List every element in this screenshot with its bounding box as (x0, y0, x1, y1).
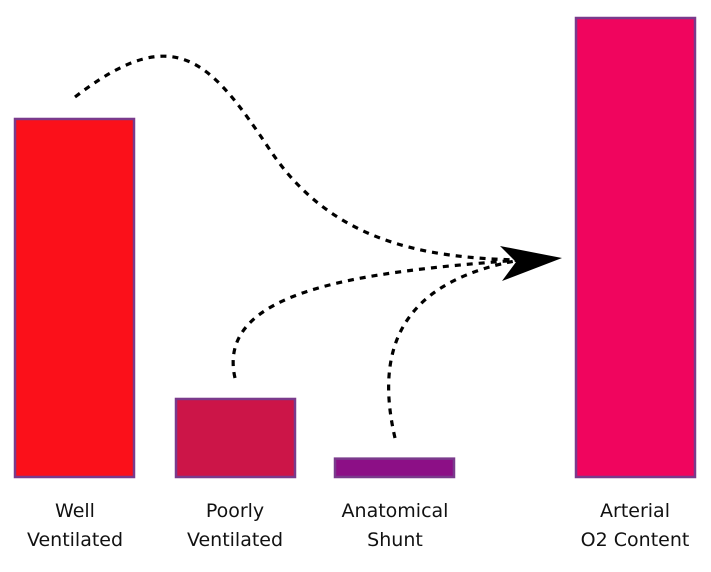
bar-poorly (174, 397, 297, 479)
arrowhead-icon (500, 246, 562, 281)
bar-label-well: Well Ventilated (26, 500, 124, 551)
bar-label-shunt: Anatomical Shunt (341, 500, 449, 551)
flow-arrow-poorly (231, 258, 521, 379)
bar-arterial (574, 16, 697, 479)
flow-arrow-well (74, 54, 521, 262)
bar-label-arterial: Arterial O2 Content (580, 500, 690, 551)
flow-arrow-shunt (387, 258, 521, 439)
bar-label-poorly: Poorly Ventilated (186, 500, 284, 551)
bar-shunt (333, 457, 456, 479)
bar-well (13, 117, 136, 479)
